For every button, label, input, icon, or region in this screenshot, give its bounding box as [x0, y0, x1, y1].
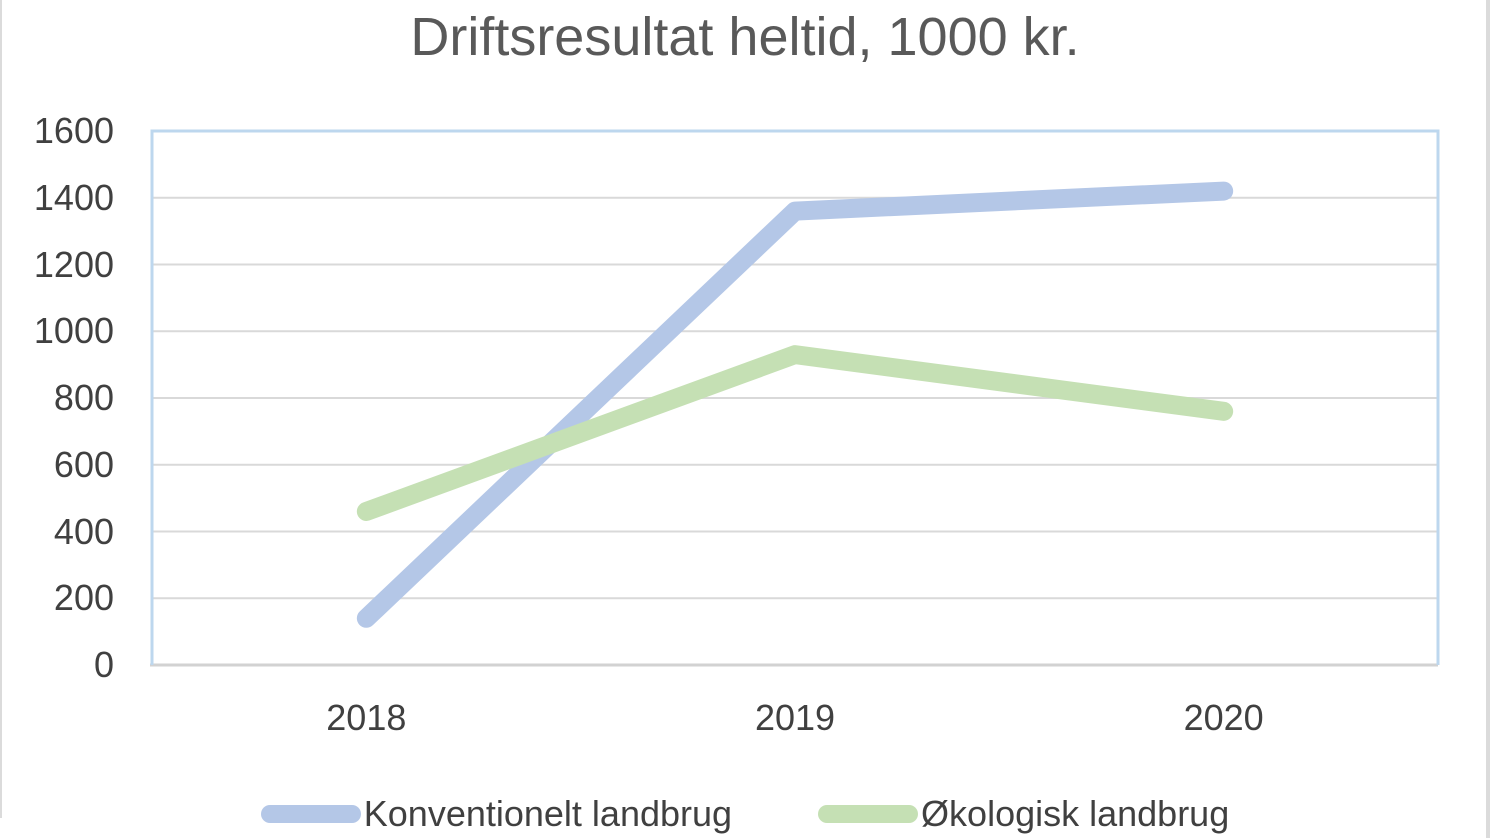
x-tick-label: 2020 [1183, 697, 1264, 738]
series-line-2 [356, 345, 1234, 521]
chart-legend: Konventionelt landbrug Økologisk landbrug [0, 794, 1490, 834]
page-right-border [1486, 0, 1490, 838]
y-tick-label: 600 [53, 443, 114, 485]
legend-label: Konventionelt landbrug [363, 793, 733, 834]
x-tick-label: 2018 [326, 697, 407, 738]
y-tick-label: 1600 [33, 110, 114, 151]
legend-item: Økologisk landbrug [818, 794, 1229, 834]
y-tick-label: 0 [93, 644, 114, 685]
chart-title: Driftsresultat heltid, 1000 kr. [410, 7, 1080, 67]
series-line-1 [356, 181, 1234, 628]
y-tick-label: 1000 [33, 310, 114, 352]
legend-label: Økologisk landbrug [921, 793, 1230, 834]
y-tick-label: 200 [53, 577, 114, 619]
plot-border [150, 129, 1440, 665]
legend-item: Konventionelt landbrug [260, 793, 733, 834]
legend-swatch [818, 805, 919, 823]
legend-swatch [260, 805, 361, 823]
y-tick-label: 1200 [33, 243, 114, 285]
y-tick-label: 400 [53, 510, 114, 552]
y-tick-label: 1400 [33, 176, 114, 218]
page-left-border [0, 0, 2, 818]
y-tick-label: 800 [53, 377, 114, 418]
x-tick-label: 2019 [754, 697, 836, 738]
